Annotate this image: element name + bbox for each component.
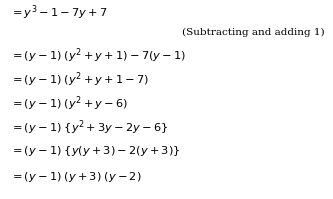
Text: $= (y - 1)\;\{y^2 + 3y - 2y - 6\}$: $= (y - 1)\;\{y^2 + 3y - 2y - 6\}$	[10, 118, 168, 137]
Text: (Subtracting and adding 1): (Subtracting and adding 1)	[182, 28, 325, 37]
Text: $= (y - 1)\;(y^2 + y + 1 - 7)$: $= (y - 1)\;(y^2 + y + 1 - 7)$	[10, 70, 150, 89]
Text: $= y^3 - 1 - 7y + 7$: $= y^3 - 1 - 7y + 7$	[10, 4, 108, 22]
Text: $= (y - 1)\;(y^2 + y + 1) - 7(y - 1)$: $= (y - 1)\;(y^2 + y + 1) - 7(y - 1)$	[10, 46, 186, 65]
Text: $= (y - 1)\;\{y(y + 3) - 2(y + 3)\}$: $= (y - 1)\;\{y(y + 3) - 2(y + 3)\}$	[10, 144, 180, 158]
Text: $= (y - 1)\;(y + 3)\;(y - 2)$: $= (y - 1)\;(y + 3)\;(y - 2)$	[10, 170, 142, 184]
Text: $= (y - 1)\;(y^2 + y - 6)$: $= (y - 1)\;(y^2 + y - 6)$	[10, 94, 128, 113]
